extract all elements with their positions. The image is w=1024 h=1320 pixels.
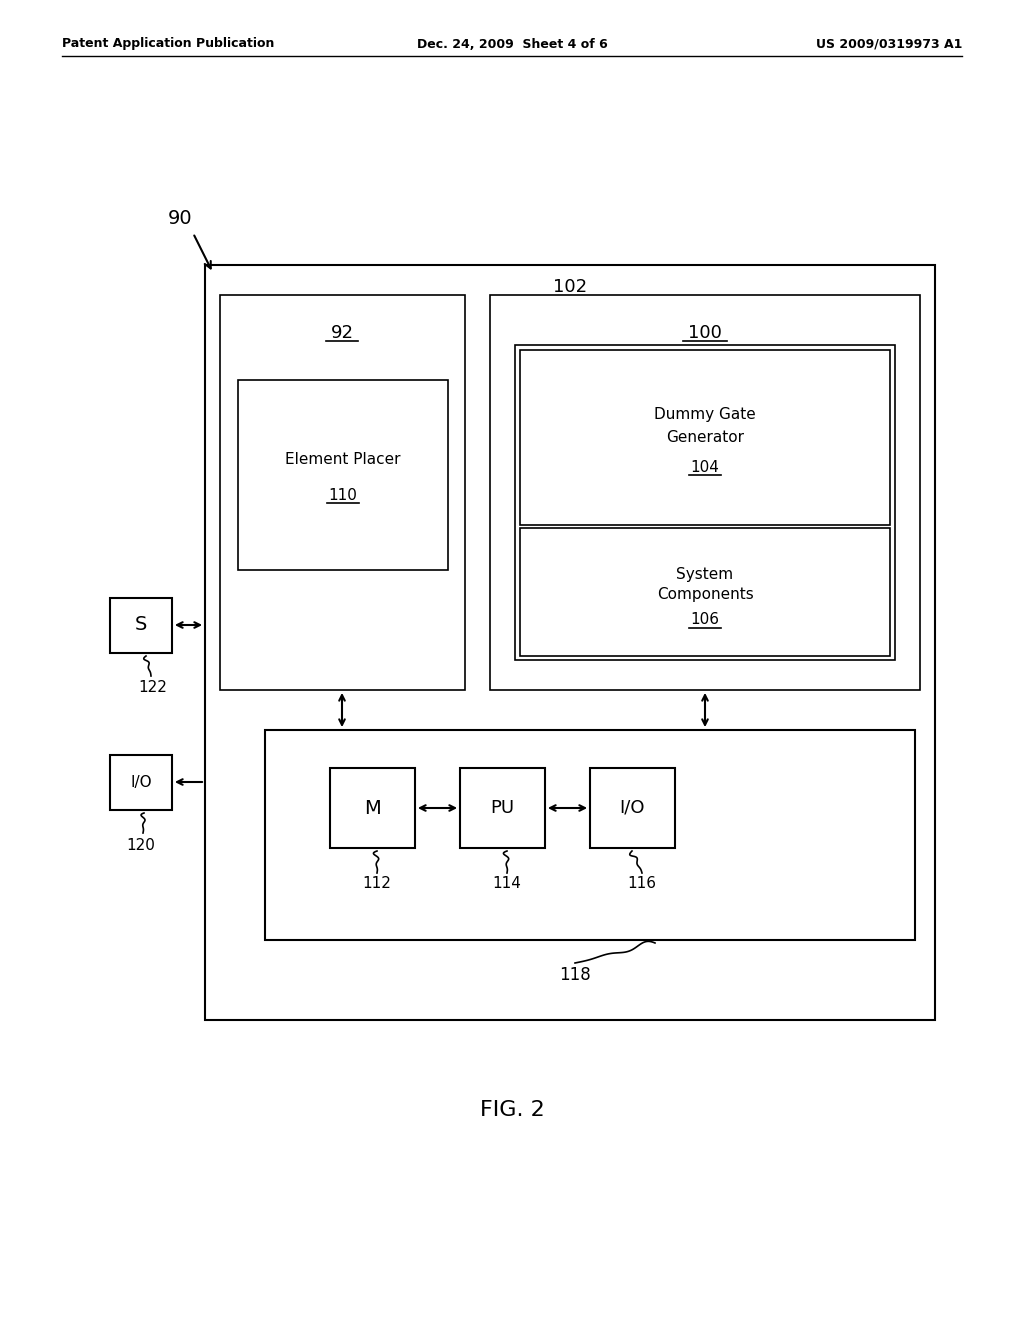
Text: Dummy Gate: Dummy Gate [654, 408, 756, 422]
Bar [110, 755, 172, 810]
Bar [238, 380, 449, 570]
Bar [520, 350, 890, 525]
Text: 120: 120 [127, 837, 156, 853]
Text: Components: Components [656, 586, 754, 602]
Bar [265, 730, 915, 940]
Text: 110: 110 [329, 487, 357, 503]
Text: 102: 102 [553, 279, 587, 296]
Text: 114: 114 [493, 875, 521, 891]
Text: S: S [135, 615, 147, 635]
Text: System: System [677, 566, 733, 582]
Bar [460, 768, 545, 847]
Text: PU: PU [489, 799, 514, 817]
Bar [590, 768, 675, 847]
Text: US 2009/0319973 A1: US 2009/0319973 A1 [816, 37, 962, 50]
Text: 90: 90 [168, 209, 193, 227]
Text: 100: 100 [688, 323, 722, 342]
Text: Generator: Generator [666, 429, 744, 445]
Bar [520, 528, 890, 656]
Text: Dec. 24, 2009  Sheet 4 of 6: Dec. 24, 2009 Sheet 4 of 6 [417, 37, 607, 50]
Text: 92: 92 [331, 323, 353, 342]
Bar [110, 598, 172, 653]
Text: FIG. 2: FIG. 2 [479, 1100, 545, 1119]
Bar [490, 294, 920, 690]
Text: 122: 122 [138, 681, 168, 696]
Text: Element Placer: Element Placer [286, 453, 400, 467]
Text: 106: 106 [690, 612, 720, 627]
Bar [515, 345, 895, 660]
Text: Patent Application Publication: Patent Application Publication [62, 37, 274, 50]
Bar [330, 768, 415, 847]
Text: M: M [364, 799, 380, 817]
Bar [205, 265, 935, 1020]
Text: 116: 116 [628, 875, 656, 891]
Text: 118: 118 [559, 966, 591, 983]
Text: I/O: I/O [130, 775, 152, 789]
Text: 112: 112 [362, 875, 391, 891]
Text: 104: 104 [690, 459, 720, 474]
Text: I/O: I/O [620, 799, 645, 817]
Bar [220, 294, 465, 690]
